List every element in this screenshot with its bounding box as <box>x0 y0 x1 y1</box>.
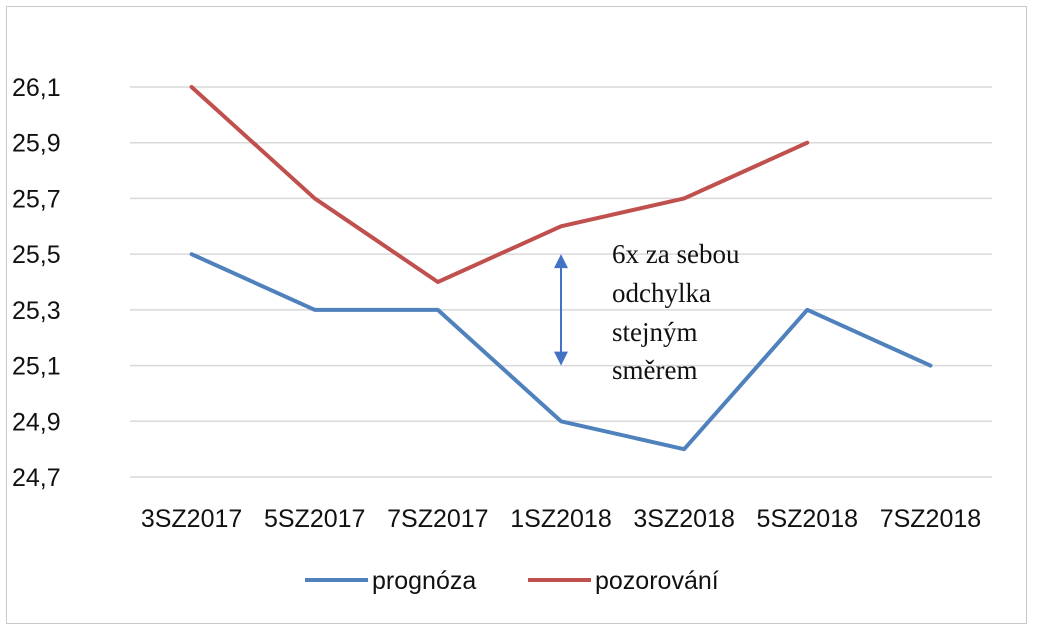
x-tick-label: 7SZ2017 <box>387 505 488 533</box>
y-tick-label: 24,9 <box>12 408 61 436</box>
y-tick-label: 25,1 <box>12 353 61 381</box>
legend-label-pozorovani: pozorování <box>595 567 719 595</box>
annotation-arrowhead-down <box>554 351 568 366</box>
annotation-line-3: stejným <box>612 317 698 347</box>
y-tick-label: 25,9 <box>12 130 61 158</box>
annotation: 6x za sebou odchylka stejným směrem <box>554 239 740 385</box>
annotation-line-4: směrem <box>612 355 697 385</box>
x-tick-label: 3SZ2017 <box>141 505 242 533</box>
y-tick-label: 25,7 <box>12 185 61 213</box>
y-axis-tick-labels: 24,7 24,9 25,1 25,3 25,5 25,7 25,9 26,1 <box>12 74 61 492</box>
x-tick-label: 5SZ2018 <box>757 505 858 533</box>
series-line-1 <box>189 85 810 284</box>
y-tick-label: 26,1 <box>12 74 61 102</box>
y-tick-label: 24,7 <box>12 464 61 492</box>
annotation-arrowhead-up <box>554 254 568 269</box>
annotation-line-2: odchylka <box>612 278 711 308</box>
series-lines <box>189 85 933 452</box>
x-tick-label: 1SZ2018 <box>510 505 611 533</box>
legend: prognóza pozorování <box>305 567 719 595</box>
y-tick-label: 25,3 <box>12 297 61 325</box>
legend-label-prognoza: prognóza <box>372 567 476 595</box>
x-tick-label: 7SZ2018 <box>880 505 981 533</box>
x-tick-label: 3SZ2018 <box>633 505 734 533</box>
series-line-0 <box>189 252 933 452</box>
x-axis-tick-labels: 3SZ2017 5SZ2017 7SZ2017 1SZ2018 3SZ2018 5SZ20… <box>141 505 981 533</box>
chart-frame <box>6 6 1027 624</box>
x-tick-label: 5SZ2017 <box>264 505 365 533</box>
y-tick-label: 25,5 <box>12 241 61 269</box>
annotation-line-1: 6x za sebou <box>612 239 740 269</box>
